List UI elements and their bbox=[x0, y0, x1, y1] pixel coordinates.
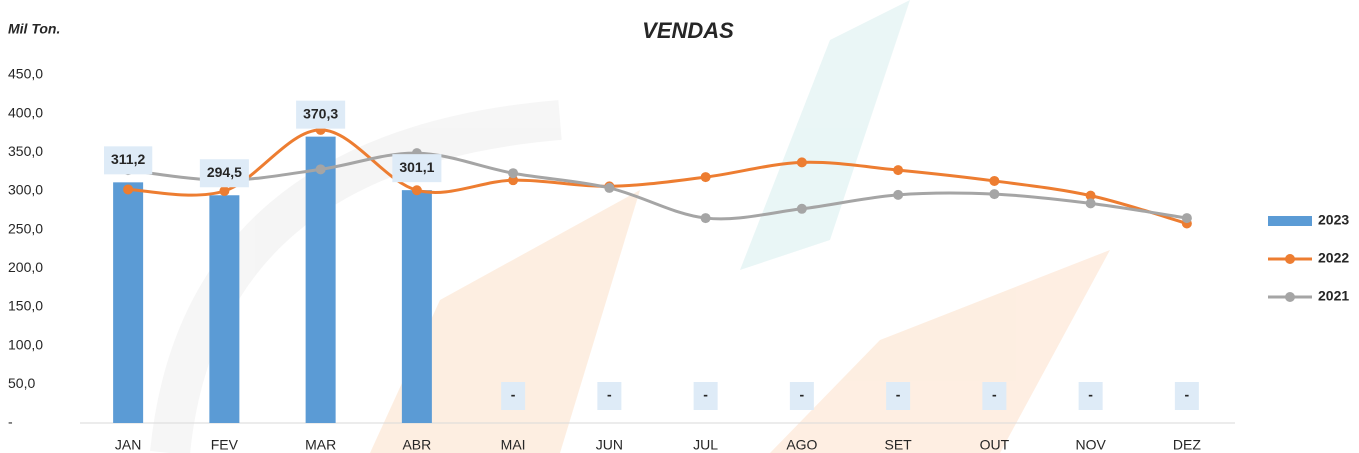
bar bbox=[402, 190, 432, 423]
marker bbox=[989, 176, 999, 186]
data-label-text: - bbox=[703, 387, 708, 403]
data-label: - bbox=[790, 382, 814, 410]
data-label-text: - bbox=[1088, 387, 1093, 403]
x-tick-label: OUT bbox=[980, 437, 1010, 453]
marker bbox=[508, 168, 518, 178]
legend-swatch bbox=[1268, 216, 1312, 226]
marker bbox=[797, 157, 807, 167]
data-label-text: 301,1 bbox=[399, 159, 434, 175]
legend-marker bbox=[1285, 292, 1295, 302]
data-label: - bbox=[1175, 382, 1199, 410]
data-label: - bbox=[694, 382, 718, 410]
y-axis-label: Mil Ton. bbox=[8, 21, 60, 37]
legend-marker bbox=[1285, 254, 1295, 264]
data-label: - bbox=[1079, 382, 1103, 410]
data-label: - bbox=[886, 382, 910, 410]
x-tick-label: FEV bbox=[211, 437, 239, 453]
marker bbox=[893, 190, 903, 200]
y-tick-label: 150,0 bbox=[8, 298, 43, 314]
data-label-text: 370,3 bbox=[303, 105, 338, 121]
y-tick-label: 300,0 bbox=[8, 182, 43, 198]
x-tick-label: DEZ bbox=[1173, 437, 1201, 453]
x-tick-label: JUL bbox=[693, 437, 718, 453]
y-tick-label: 350,0 bbox=[8, 143, 43, 159]
bar bbox=[113, 182, 143, 423]
marker bbox=[797, 204, 807, 214]
x-tick-label: JAN bbox=[115, 437, 141, 453]
legend-label: 2022 bbox=[1318, 250, 1349, 266]
chart-title: VENDAS bbox=[642, 18, 734, 43]
y-tick-label: 100,0 bbox=[8, 336, 43, 352]
x-tick-label: SET bbox=[885, 437, 913, 453]
marker bbox=[701, 213, 711, 223]
y-tick-label: 250,0 bbox=[8, 220, 43, 236]
bar bbox=[306, 137, 336, 423]
x-tick-label: NOV bbox=[1075, 437, 1106, 453]
data-label: 311,2 bbox=[104, 146, 152, 174]
data-label-text: 294,5 bbox=[207, 164, 242, 180]
data-label: 301,1 bbox=[392, 154, 441, 182]
data-label: - bbox=[597, 382, 621, 410]
y-tick-label: 400,0 bbox=[8, 104, 43, 120]
marker bbox=[1182, 213, 1192, 223]
data-label-text: - bbox=[1185, 387, 1190, 403]
x-tick-label: MAR bbox=[305, 437, 336, 453]
data-label-text: - bbox=[992, 387, 997, 403]
x-tick-label: AGO bbox=[786, 437, 817, 453]
y-tick-label: 50,0 bbox=[8, 375, 35, 391]
x-tick-label: ABR bbox=[402, 437, 431, 453]
data-label-text: - bbox=[607, 387, 612, 403]
marker bbox=[123, 184, 133, 194]
data-label-text: - bbox=[800, 387, 805, 403]
bar bbox=[209, 195, 239, 423]
marker bbox=[1086, 198, 1096, 208]
marker bbox=[219, 186, 229, 196]
chart: Mil Ton. VENDAS - 50,0 100,0 150,0 200,0 250,… bbox=[0, 0, 1359, 453]
legend-label: 2023 bbox=[1318, 212, 1349, 228]
data-label: - bbox=[982, 382, 1006, 410]
marker bbox=[701, 172, 711, 182]
data-label-text: - bbox=[511, 387, 516, 403]
marker bbox=[989, 189, 999, 199]
data-label: 370,3 bbox=[296, 101, 345, 129]
y-tick-label: 450,0 bbox=[8, 66, 43, 82]
marker bbox=[316, 164, 326, 174]
marker bbox=[893, 165, 903, 175]
data-label: - bbox=[501, 382, 525, 410]
data-label-text: 311,2 bbox=[111, 151, 145, 167]
marker bbox=[604, 183, 614, 193]
marker bbox=[412, 185, 422, 195]
data-label-text: - bbox=[896, 387, 901, 403]
legend-label: 2021 bbox=[1318, 288, 1349, 304]
x-tick-label: MAI bbox=[501, 437, 526, 453]
y-tick-label: 200,0 bbox=[8, 259, 43, 275]
y-tick-label: - bbox=[8, 414, 13, 430]
data-label: 294,5 bbox=[200, 159, 249, 187]
x-tick-label: JUN bbox=[596, 437, 623, 453]
